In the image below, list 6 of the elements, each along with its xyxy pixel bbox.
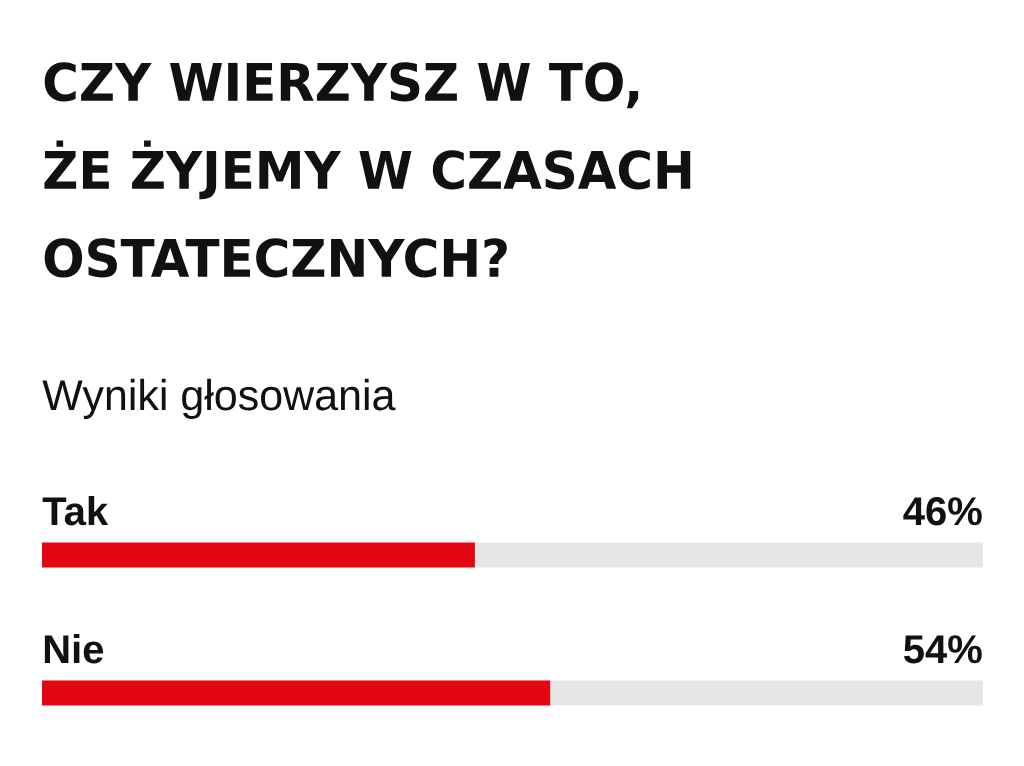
chart-subtitle: Wyniki głosowania	[42, 378, 396, 419]
y-tick-label: Tak	[42, 496, 109, 526]
chart-title: CZY WIERZYSZ W TO, ŻE ŻYJEMY W CZASACH OSTATECZNYCH?	[44, 62, 691, 278]
y-tick-label: Nie	[44, 634, 104, 664]
data-label: 46%	[903, 497, 982, 526]
data-label: 54%	[903, 635, 982, 664]
